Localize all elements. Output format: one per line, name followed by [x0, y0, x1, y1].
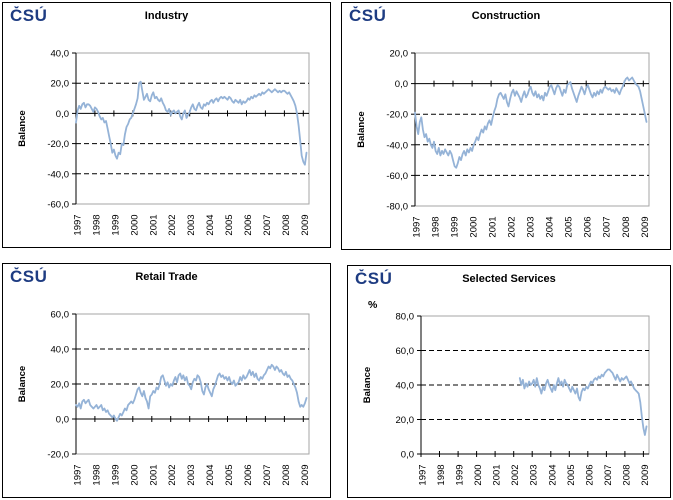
svg-text:40,0: 40,0: [51, 345, 70, 356]
svg-text:1998: 1998: [91, 214, 102, 235]
svg-text:2008: 2008: [281, 214, 292, 235]
chart-title-retail-trade: Retail Trade: [135, 271, 198, 283]
svg-text:2005: 2005: [566, 464, 577, 485]
svg-text:60,0: 60,0: [396, 346, 415, 357]
svg-text:1998: 1998: [431, 216, 442, 237]
svg-text:Balance: Balance: [17, 366, 28, 402]
csu-logo: ČSÚ: [10, 6, 48, 25]
svg-text:2009: 2009: [300, 464, 311, 485]
svg-text:1999: 1999: [455, 464, 466, 485]
svg-text:2002: 2002: [167, 214, 178, 235]
svg-text:2000: 2000: [129, 464, 140, 485]
svg-text:0,0: 0,0: [401, 450, 414, 461]
svg-text:-80,0: -80,0: [386, 202, 408, 213]
chart-panel-selected-services: 80,0 60,0 40,0 20,0 0,0 1997 1998 1999 2000 2001 2…: [347, 265, 671, 498]
svg-text:0,0: 0,0: [56, 109, 69, 120]
svg-text:1997: 1997: [73, 214, 84, 235]
svg-text:2007: 2007: [603, 464, 614, 485]
svg-text:2004: 2004: [205, 214, 216, 235]
svg-text:Balance: Balance: [356, 111, 367, 147]
svg-text:2004: 2004: [547, 464, 558, 485]
svg-text:2002: 2002: [510, 464, 521, 485]
svg-text:2007: 2007: [262, 214, 273, 235]
csu-logo: ČSÚ: [10, 267, 48, 286]
svg-text:2003: 2003: [526, 216, 537, 237]
svg-text:-40,0: -40,0: [386, 140, 408, 151]
svg-text:1997: 1997: [73, 464, 84, 485]
svg-text:0,0: 0,0: [56, 415, 69, 426]
svg-text:1997: 1997: [418, 464, 429, 485]
svg-text:2001: 2001: [488, 216, 499, 237]
svg-text:2001: 2001: [492, 464, 503, 485]
chart-panel-industry: 40,0 20,0 0,0 -20,0 -40,0 -60,0 1997 1998 1999 20…: [2, 2, 331, 248]
svg-text:-60,0: -60,0: [386, 171, 408, 182]
svg-text:2000: 2000: [129, 214, 140, 235]
svg-text:2000: 2000: [469, 216, 480, 237]
svg-text:2002: 2002: [167, 464, 178, 485]
svg-text:-20,0: -20,0: [47, 139, 69, 150]
svg-text:40,0: 40,0: [396, 381, 415, 392]
svg-text:2006: 2006: [584, 464, 595, 485]
svg-text:2005: 2005: [224, 214, 235, 235]
chart-construction: 20,0 0,0 -20,0 -40,0 -60,0 -80,0 1997 1998 1999 2…: [342, 3, 670, 249]
svg-text:2009: 2009: [640, 216, 651, 237]
svg-text:80,0: 80,0: [396, 312, 415, 323]
svg-text:1997: 1997: [412, 216, 423, 237]
svg-text:%: %: [368, 299, 378, 311]
csu-logo: ČSÚ: [349, 6, 387, 25]
svg-text:20,0: 20,0: [51, 79, 70, 90]
svg-text:2001: 2001: [148, 214, 159, 235]
svg-text:2008: 2008: [621, 216, 632, 237]
svg-text:1998: 1998: [436, 464, 447, 485]
svg-text:-60,0: -60,0: [47, 200, 69, 211]
svg-text:2007: 2007: [262, 464, 273, 485]
svg-text:2003: 2003: [186, 214, 197, 235]
svg-text:20,0: 20,0: [390, 49, 409, 60]
svg-text:-40,0: -40,0: [47, 169, 69, 180]
svg-text:1999: 1999: [110, 214, 121, 235]
svg-text:2008: 2008: [621, 464, 632, 485]
chart-industry: 40,0 20,0 0,0 -20,0 -40,0 -60,0 1997 1998 1999 20…: [3, 3, 330, 247]
svg-text:1999: 1999: [110, 464, 121, 485]
svg-text:2002: 2002: [507, 216, 518, 237]
svg-text:2008: 2008: [281, 464, 292, 485]
svg-text:20,0: 20,0: [51, 380, 70, 391]
svg-text:2005: 2005: [224, 464, 235, 485]
svg-text:0,0: 0,0: [395, 79, 408, 90]
svg-text:2006: 2006: [243, 464, 254, 485]
csu-logo: ČSÚ: [355, 269, 393, 288]
svg-text:60,0: 60,0: [51, 310, 70, 321]
svg-text:2003: 2003: [529, 464, 540, 485]
chart-selected-services: 80,0 60,0 40,0 20,0 0,0 1997 1998 1999 2000 2001 2…: [348, 266, 670, 497]
svg-text:2004: 2004: [545, 216, 556, 237]
svg-text:2009: 2009: [640, 464, 651, 485]
svg-text:2003: 2003: [186, 464, 197, 485]
svg-text:2006: 2006: [243, 214, 254, 235]
svg-text:2000: 2000: [473, 464, 484, 485]
svg-text:2004: 2004: [205, 464, 216, 485]
svg-text:Balance: Balance: [17, 110, 28, 146]
chart-title-industry: Industry: [144, 10, 189, 22]
svg-text:2007: 2007: [602, 216, 613, 237]
svg-text:1999: 1999: [450, 216, 461, 237]
svg-text:2006: 2006: [583, 216, 594, 237]
svg-text:Balance: Balance: [362, 367, 373, 403]
svg-text:20,0: 20,0: [396, 415, 415, 426]
svg-text:2005: 2005: [564, 216, 575, 237]
svg-text:2009: 2009: [300, 214, 311, 235]
chart-title-construction: Construction: [471, 10, 541, 22]
chart-retail-trade: 60,0 40,0 20,0 0,0 -20,0 1997 1998 1999 2000 2001…: [3, 264, 330, 497]
svg-text:-20,0: -20,0: [47, 450, 69, 461]
chart-title-selected-services: Selected Services: [462, 273, 556, 285]
svg-text:-20,0: -20,0: [386, 110, 408, 121]
chart-panel-construction: 20,0 0,0 -20,0 -40,0 -60,0 -80,0 1997 1998 1999 2…: [341, 2, 671, 250]
svg-text:40,0: 40,0: [51, 49, 70, 60]
svg-text:2001: 2001: [148, 464, 159, 485]
chart-panel-retail-trade: 60,0 40,0 20,0 0,0 -20,0 1997 1998 1999 2000 2001…: [2, 263, 331, 498]
svg-text:1998: 1998: [91, 464, 102, 485]
